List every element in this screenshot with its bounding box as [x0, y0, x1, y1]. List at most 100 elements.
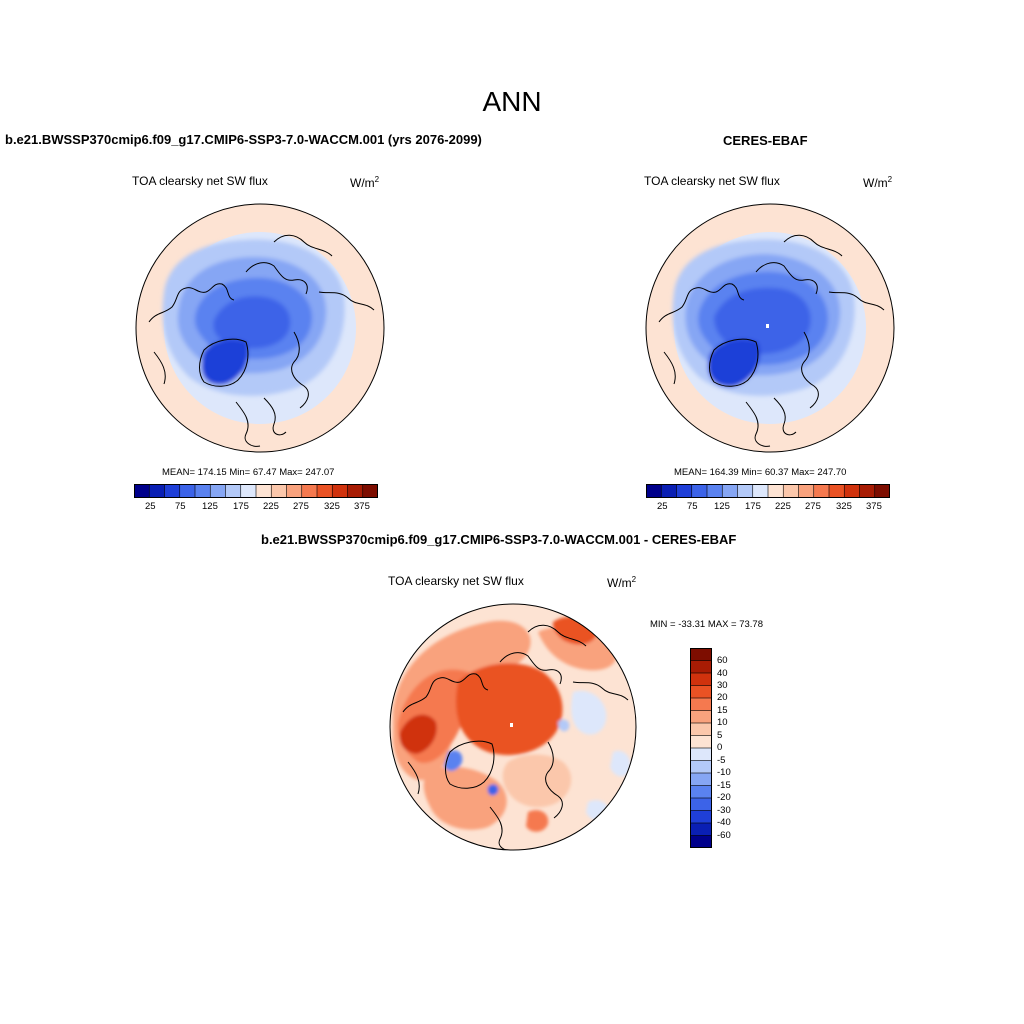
model-tick: 325: [324, 501, 340, 512]
colorbar-swatch: [690, 822, 712, 837]
diff-tick: 20: [717, 692, 728, 703]
model-tick: 25: [145, 501, 156, 512]
obs-tick: 75: [687, 501, 698, 512]
colorbar-swatch: [134, 484, 150, 498]
diff-colorbar-labels: 60 40 30 20 15 10 5 0 -5 -10 -15 -20 -30…: [717, 648, 757, 848]
diff-tick: 10: [717, 717, 728, 728]
colorbar-swatch: [660, 484, 678, 498]
colorbar-swatch: [690, 785, 712, 799]
diff-coastlines: [402, 624, 629, 850]
colorbar-swatch: [301, 484, 318, 498]
colorbar-swatch: [690, 685, 712, 699]
colorbar-swatch: [164, 484, 181, 498]
obs-tick: 225: [775, 501, 791, 512]
model-case-title: b.e21.BWSSP370cmip6.f09_g17.CMIP6-SSP3-7…: [5, 132, 482, 147]
obs-stats: MEAN= 164.39 Min= 60.37 Max= 247.70: [674, 467, 847, 478]
colorbar-swatch: [240, 484, 257, 498]
diff-polar-map: [389, 603, 637, 851]
colorbar-swatch: [690, 722, 712, 737]
colorbar-swatch: [782, 484, 800, 498]
colorbar-swatch: [646, 484, 662, 498]
model-tick: 75: [175, 501, 186, 512]
colorbar-swatch: [179, 484, 196, 498]
colorbar-swatch: [691, 484, 708, 498]
colorbar-swatch: [767, 484, 784, 498]
colorbar-swatch: [362, 484, 378, 498]
model-tick: 125: [202, 501, 218, 512]
diff-tick: 40: [717, 668, 728, 679]
obs-tick: 25: [657, 501, 668, 512]
colorbar-swatch: [690, 747, 712, 762]
colorbar-swatch: [690, 660, 712, 674]
colorbar-swatch: [737, 484, 754, 498]
model-variable-label: TOA clearsky net SW flux: [132, 174, 268, 188]
colorbar-swatch: [706, 484, 723, 498]
obs-case-title: CERES-EBAF: [723, 133, 808, 148]
colorbar-swatch: [752, 484, 769, 498]
model-tick: 225: [263, 501, 279, 512]
obs-variable-label: TOA clearsky net SW flux: [644, 174, 780, 188]
colorbar-swatch: [690, 810, 712, 824]
diff-tick: 60: [717, 655, 728, 666]
colorbar-swatch: [690, 648, 712, 662]
diff-tick: 15: [717, 705, 728, 716]
diff-units-label: W/m2: [607, 575, 637, 590]
colorbar-swatch: [255, 484, 272, 498]
model-units-label: W/m2: [350, 175, 380, 190]
figure-title: ANN: [482, 86, 542, 117]
diff-tick: 5: [717, 730, 723, 741]
colorbar-swatch: [676, 484, 693, 498]
obs-colorbar: [646, 484, 890, 498]
model-tick: 175: [233, 501, 249, 512]
colorbar-swatch: [874, 484, 890, 498]
colorbar-swatch: [347, 484, 364, 498]
colorbar-swatch: [813, 484, 830, 498]
diff-variable-label: TOA clearsky net SW flux: [388, 574, 524, 588]
obs-tick: 325: [836, 501, 852, 512]
diff-tick: -40: [717, 817, 731, 828]
diff-tick: -5: [717, 755, 726, 766]
colorbar-swatch: [690, 735, 712, 749]
model-colorbar-ticks: 25 75 125 175 225 275 325 375: [134, 501, 378, 515]
model-colorbar: [134, 484, 378, 498]
diff-tick: -30: [717, 805, 731, 816]
colorbar-swatch: [690, 760, 712, 774]
colorbar-swatch: [798, 484, 815, 498]
colorbar-swatch: [270, 484, 288, 498]
diff-case-title: b.e21.BWSSP370cmip6.f09_g17.CMIP6-SSP3-7…: [261, 532, 737, 547]
obs-tick: 275: [805, 501, 821, 512]
colorbar-swatch: [828, 484, 845, 498]
colorbar-swatch: [209, 484, 227, 498]
colorbar-swatch: [859, 484, 876, 498]
diff-tick: 30: [717, 680, 728, 691]
diff-minmax: MIN = -33.31 MAX = 73.78: [650, 619, 764, 630]
colorbar-swatch: [194, 484, 211, 498]
diff-tick: -60: [717, 830, 731, 841]
model-coastlines: [148, 234, 375, 447]
model-tick: 275: [293, 501, 309, 512]
obs-units-label: W/m2: [863, 175, 893, 190]
diff-tick: -15: [717, 780, 731, 791]
model-polar-map: [135, 203, 385, 453]
colorbar-swatch: [690, 772, 712, 787]
model-stats: MEAN= 174.15 Min= 67.47 Max= 247.07: [162, 467, 335, 478]
colorbar-swatch: [721, 484, 739, 498]
model-tick: 375: [354, 501, 370, 512]
diff-colorbar: [690, 648, 712, 848]
colorbar-swatch: [316, 484, 333, 498]
diff-tick: 0: [717, 742, 723, 753]
obs-tick: 175: [745, 501, 761, 512]
colorbar-swatch: [286, 484, 303, 498]
colorbar-swatch: [843, 484, 861, 498]
colorbar-swatch: [148, 484, 166, 498]
obs-tick: 375: [866, 501, 882, 512]
colorbar-swatch: [690, 797, 712, 812]
colorbar-swatch: [331, 484, 349, 498]
colorbar-swatch: [690, 672, 712, 687]
obs-tick: 125: [714, 501, 730, 512]
diff-tick: -10: [717, 767, 731, 778]
colorbar-swatch: [690, 710, 712, 724]
diff-tick: -20: [717, 792, 731, 803]
colorbar-swatch: [690, 697, 712, 712]
obs-polar-map: [645, 203, 895, 453]
